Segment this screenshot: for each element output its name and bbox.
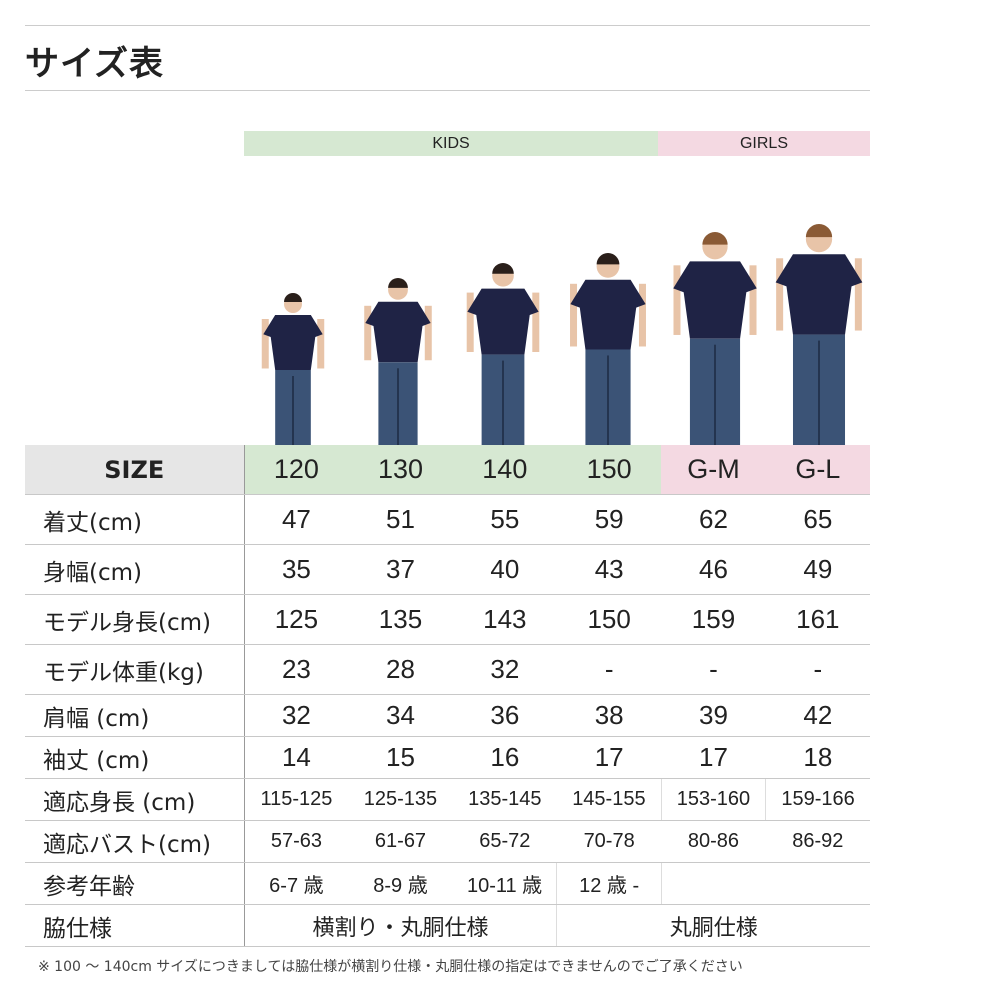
table-cell: -	[556, 644, 662, 695]
table-cell: 150	[556, 594, 662, 645]
table-cell: 16	[452, 736, 557, 779]
table-cell: 55	[452, 494, 557, 545]
table-cell: 65	[765, 494, 870, 545]
table-cell: 17	[661, 736, 766, 779]
model-photos	[261, 223, 863, 445]
table-row: 適応身長 (cm) 115-125 125-135 135-145 145-155 153…	[25, 778, 870, 821]
page-title: サイズ表	[25, 44, 164, 84]
table-row: 身幅(cm) 35 37 40 43 46 49	[25, 544, 870, 595]
table-cell: 62	[661, 494, 766, 545]
size-g-l: G-L	[765, 445, 870, 495]
table-cell: 143	[452, 594, 557, 645]
table-row: 参考年齢 6-7 歳 8-9 歳 10-11 歳 12 歳 -	[25, 862, 870, 905]
table-cell: 10-11 歳	[452, 862, 557, 905]
table-cell: -	[765, 644, 870, 695]
table-cell: 51	[348, 494, 453, 545]
model-figure	[673, 232, 757, 445]
size-header-label: SIZE	[25, 445, 245, 495]
table-row: 肩幅 (cm) 32 34 36 38 39 42	[25, 694, 870, 737]
row-label: 参考年齢	[25, 862, 245, 905]
table-cell: 丸胴仕様	[556, 904, 870, 947]
footnote: ※ 100 〜 140cm サイズにつきましては脇仕様が横割り仕様・丸胴仕様の指…	[38, 959, 743, 975]
table-cell: 80-86	[661, 820, 766, 863]
table-cell: 28	[348, 644, 453, 695]
table-cell: 57-63	[244, 820, 349, 863]
row-label: モデル体重(kg)	[25, 644, 245, 695]
model-figure	[364, 278, 432, 445]
table-cell: 34	[348, 694, 453, 737]
table-cell: 145-155	[556, 778, 662, 821]
model-figure	[775, 223, 863, 445]
table-cell: 161	[765, 594, 870, 645]
table-cell: 65-72	[452, 820, 557, 863]
model-figure	[570, 253, 646, 445]
table-cell: 36	[452, 694, 557, 737]
size-table: SIZE 120 130 140 150 G-M G-L 着丈(cm) 47 51 5…	[25, 445, 870, 947]
size-150: 150	[556, 445, 662, 495]
model-figure	[261, 293, 325, 445]
kids-group-label: KIDS	[244, 131, 658, 156]
size-g-m: G-M	[661, 445, 766, 495]
table-cell: 86-92	[765, 820, 870, 863]
table-cell: 32	[244, 694, 349, 737]
table-cell: 135	[348, 594, 453, 645]
row-label: 適応身長 (cm)	[25, 778, 245, 821]
table-cell: 6-7 歳	[244, 862, 349, 905]
size-120: 120	[244, 445, 349, 495]
table-row: モデル体重(kg) 23 28 32- - -	[25, 644, 870, 695]
table-cell: 42	[765, 694, 870, 737]
top-divider	[25, 25, 870, 26]
table-cell: 49	[765, 544, 870, 595]
table-cell: 12 歳 -	[556, 862, 662, 905]
row-label: 袖丈 (cm)	[25, 736, 245, 779]
table-cell: 135-145	[452, 778, 557, 821]
table-row: 脇仕様 横割り・丸胴仕様 丸胴仕様	[25, 904, 870, 947]
table-row: モデル身長(cm) 125 135 143 150 159 161	[25, 594, 870, 645]
table-cell: 35	[244, 544, 349, 595]
table-cell: 23	[244, 644, 349, 695]
row-label: 肩幅 (cm)	[25, 694, 245, 737]
table-cell: 47	[244, 494, 349, 545]
table-cell: 159-166	[765, 778, 870, 821]
table-cell: 横割り・丸胴仕様	[244, 904, 557, 947]
table-row: 袖丈 (cm) 14 15 16 17 17 18	[25, 736, 870, 779]
row-label: 脇仕様	[25, 904, 245, 947]
table-row: 適応バスト(cm) 57-63 61-67 65-72 70-78 80-86 86-92	[25, 820, 870, 863]
model-figure	[466, 263, 540, 445]
table-cell: 70-78	[556, 820, 662, 863]
row-label: 着丈(cm)	[25, 494, 245, 545]
table-cell: 15	[348, 736, 453, 779]
table-cell: 159	[661, 594, 766, 645]
table-cell: 153-160	[660, 778, 766, 821]
table-cell: 39	[661, 694, 766, 737]
table-row: 着丈(cm) 47 51 55 59 62 65	[25, 494, 870, 545]
table-cell: 115-125	[244, 778, 349, 821]
size-header-row: SIZE 120 130 140 150 G-M G-L	[25, 445, 870, 495]
table-cell: 125-135	[348, 778, 453, 821]
table-cell: -	[661, 644, 766, 695]
table-cell-empty	[660, 862, 870, 905]
size-130: 130	[348, 445, 453, 495]
girls-group-label: GIRLS	[658, 131, 870, 156]
table-cell: 32	[452, 644, 557, 695]
table-cell: 43	[556, 544, 662, 595]
row-label: 適応バスト(cm)	[25, 820, 245, 863]
table-cell: 40	[452, 544, 557, 595]
table-cell: 14	[244, 736, 349, 779]
row-label: 身幅(cm)	[25, 544, 245, 595]
table-cell: 125	[244, 594, 349, 645]
title-divider	[25, 90, 870, 91]
size-140: 140	[452, 445, 557, 495]
table-cell: 8-9 歳	[348, 862, 453, 905]
table-cell: 38	[556, 694, 662, 737]
table-cell: 18	[765, 736, 870, 779]
row-label: モデル身長(cm)	[25, 594, 245, 645]
table-cell: 46	[661, 544, 766, 595]
table-cell: 37	[348, 544, 453, 595]
table-cell: 17	[556, 736, 662, 779]
table-cell: 59	[556, 494, 662, 545]
table-cell: 61-67	[348, 820, 453, 863]
